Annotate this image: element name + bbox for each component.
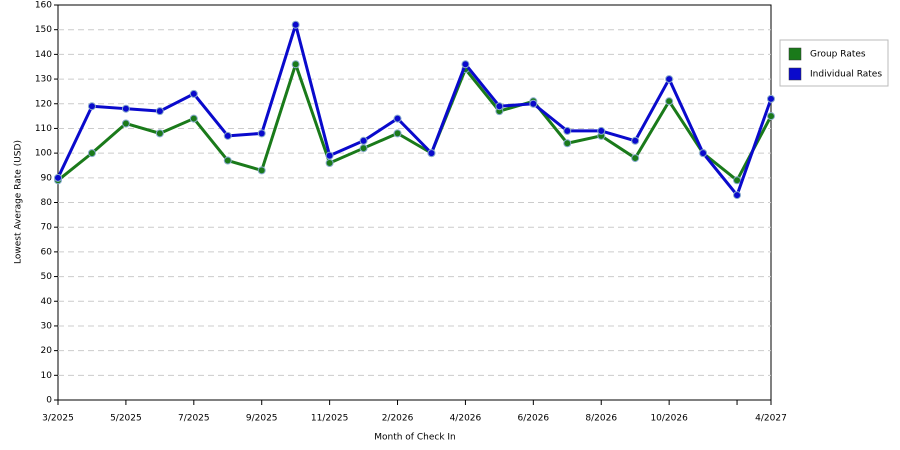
data-point	[54, 173, 62, 182]
data-point	[665, 75, 674, 84]
x-tick-label: 7/2025	[178, 414, 210, 424]
y-tick-label: 10	[41, 371, 53, 381]
x-tick-label: 4/2027	[755, 414, 787, 424]
legend-swatch	[788, 47, 802, 61]
data-point	[733, 191, 742, 200]
y-tick-label: 40	[41, 297, 53, 307]
x-tick-label: 3/2025	[42, 414, 74, 424]
y-tick-label: 70	[41, 223, 53, 233]
data-point	[325, 151, 334, 160]
data-point	[223, 156, 232, 165]
y-tick-label: 30	[41, 321, 53, 331]
data-point	[189, 114, 198, 123]
data-point	[121, 119, 130, 128]
legend-swatch	[788, 67, 802, 81]
data-point	[563, 139, 572, 148]
y-tick-label: 60	[41, 247, 53, 257]
y-axis-label: Lowest Average Rate (USD)	[14, 140, 24, 264]
y-tick-label: 20	[41, 346, 53, 356]
data-point	[291, 60, 300, 69]
data-point	[189, 89, 198, 98]
data-point	[631, 154, 640, 163]
y-tick-label: 100	[35, 149, 52, 159]
data-point	[563, 126, 572, 135]
data-point	[767, 112, 775, 121]
data-point	[155, 107, 164, 116]
data-point	[393, 114, 402, 123]
data-point	[223, 131, 232, 140]
x-tick-label: 10/2026	[650, 414, 688, 424]
y-tick-label: 80	[41, 198, 53, 208]
data-point	[325, 159, 334, 167]
x-axis-label: Month of Check In	[374, 433, 456, 443]
data-point	[359, 136, 368, 145]
data-point	[631, 136, 640, 145]
y-tick-label: 150	[35, 25, 52, 35]
data-point	[733, 176, 742, 185]
data-point	[767, 94, 775, 103]
y-tick-label: 140	[35, 50, 52, 60]
data-point	[257, 166, 266, 175]
x-tick-label: 9/2025	[246, 414, 278, 424]
data-point	[427, 149, 436, 158]
x-tick-label: 2/2026	[382, 414, 414, 424]
data-point	[87, 102, 96, 111]
series-line	[57, 62, 773, 182]
data-point	[665, 97, 674, 106]
x-tick-label: 6/2026	[517, 414, 549, 424]
data-point	[393, 129, 402, 138]
x-tick-label: 4/2026	[450, 414, 482, 424]
y-tick-label: 130	[35, 75, 52, 85]
y-tick-label: 90	[41, 173, 53, 183]
x-tick-label: 11/2025	[311, 414, 348, 424]
y-tick-label: 110	[35, 124, 52, 134]
data-point	[359, 144, 368, 153]
data-point	[597, 126, 606, 135]
legend-label: Individual Rates	[810, 70, 882, 80]
y-tick-label: 120	[35, 99, 52, 109]
series-line	[56, 23, 773, 197]
y-tick-label: 0	[46, 396, 52, 406]
legend-label: Group Rates	[810, 50, 866, 60]
data-point	[257, 129, 266, 138]
data-point	[461, 60, 470, 69]
y-tick-label: 50	[41, 272, 53, 282]
data-point	[121, 104, 130, 113]
x-tick-label: 8/2026	[585, 414, 617, 424]
plot-area	[57, 4, 772, 401]
x-tick-label: 5/2025	[110, 414, 142, 424]
data-point	[291, 20, 300, 29]
y-tick-label: 160	[35, 1, 52, 11]
data-point	[529, 99, 538, 108]
data-point	[699, 149, 708, 158]
data-point	[495, 102, 504, 111]
data-point	[155, 129, 164, 138]
data-point	[87, 149, 96, 158]
